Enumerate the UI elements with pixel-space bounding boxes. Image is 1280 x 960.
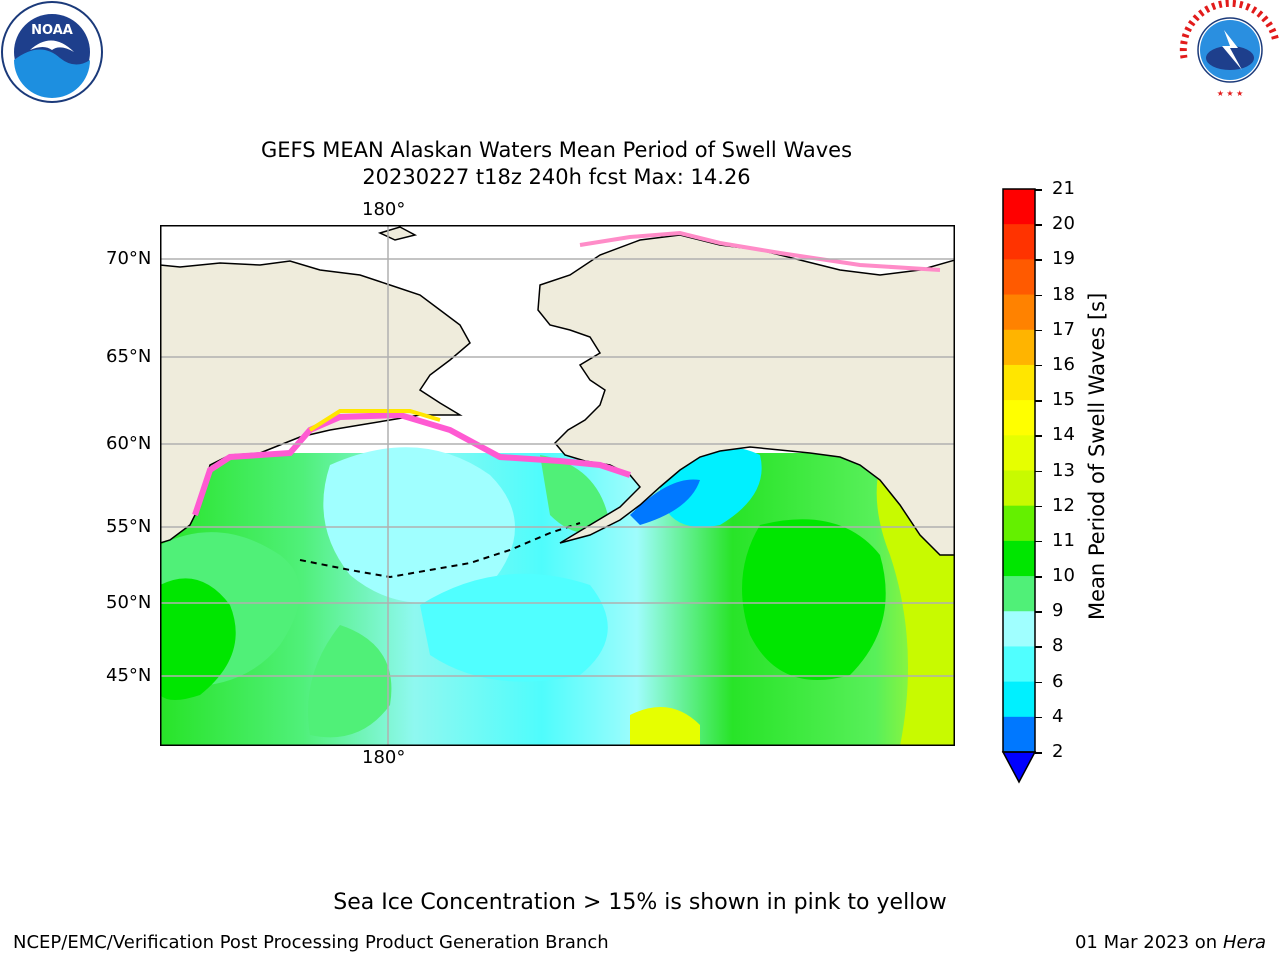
lat-label: 55°N [106, 516, 152, 537]
colorbar-block [1003, 540, 1035, 577]
lon-label-bottom: 180° [362, 747, 406, 768]
credit-machine: Hera [1222, 932, 1266, 953]
colorbar-tick-label: 19 [1052, 248, 1075, 270]
aleutian-islands [299, 522, 581, 579]
swell-field [630, 707, 700, 746]
noaa-logo-text: NOAA [31, 23, 73, 38]
colorbar-block [1003, 646, 1035, 683]
colorbar-tick-mark [1035, 364, 1042, 367]
colorbar-tick-label: 14 [1052, 424, 1075, 446]
colorbar-tick-mark [1035, 470, 1042, 472]
colorbar-tick-label: 20 [1052, 213, 1075, 235]
lat-label: 45°N [106, 665, 152, 686]
colorbar-tick-label: 21 [1052, 178, 1075, 199]
sea-ice-band [308, 409, 441, 432]
swell-field [630, 479, 700, 525]
colorbar-tick-mark [1035, 259, 1042, 261]
colorbar-tick-mark [1035, 611, 1042, 613]
colorbar-tick-mark [1035, 505, 1042, 508]
lon-label-top: 180° [362, 199, 406, 220]
colorbar-block [1003, 435, 1035, 471]
colorbar-tick-label: 17 [1052, 318, 1075, 340]
colorbar-tick-mark [1035, 224, 1042, 226]
svg-text:★ ★ ★: ★ ★ ★ [1217, 89, 1244, 98]
colorbar-tick-mark [1035, 681, 1042, 684]
colorbar-tick-mark [1035, 400, 1042, 402]
map-panel [160, 225, 955, 746]
nws-logo: ★ ★ ★ [1179, 0, 1280, 98]
swell-field [308, 625, 392, 738]
colorbar-tick-mark [1035, 435, 1042, 437]
colorbar-block [1003, 470, 1035, 507]
credit-branch: NCEP/EMC/Verification Post Processing Pr… [13, 932, 609, 953]
colorbar-extend-arrow [1001, 751, 1037, 784]
swell-field [160, 578, 236, 700]
swell-field [420, 573, 608, 682]
colorbar-tick-label: 16 [1052, 353, 1075, 375]
colorbar-block [1003, 681, 1035, 718]
colorbar-block [1003, 576, 1035, 612]
credit-date: 01 Mar 2023 on Hera [1075, 932, 1266, 953]
colorbar-tick-label: 18 [1052, 283, 1075, 305]
credit-date-text: 01 Mar 2023 on [1074, 932, 1218, 953]
colorbar-block [1003, 364, 1035, 401]
colorbar-tick-mark [1035, 329, 1042, 332]
sea-ice-note: Sea Ice Concentration > 15% is shown in … [333, 890, 947, 915]
sea-ice-band [192, 411, 631, 516]
colorbar-tick-label: 2 [1052, 741, 1064, 762]
colorbar-tick-mark [1035, 576, 1042, 578]
colorbar-block [1003, 189, 1035, 225]
colorbar-block [1003, 611, 1035, 647]
swell-field [540, 455, 610, 533]
colorbar-tick-label: 10 [1052, 565, 1075, 587]
colorbar-block [1003, 716, 1035, 753]
colorbar-block [1003, 259, 1035, 296]
colorbar-tick-label: 6 [1052, 670, 1064, 692]
colorbar-title: Mean Period of Swell Waves [s] [1085, 292, 1109, 620]
swell-field [742, 519, 886, 680]
colorbar-block [1003, 294, 1035, 331]
land-mass [537, 234, 955, 556]
colorbar-tick-label: 11 [1052, 529, 1075, 551]
chart-subtitle: 20230227 t18z 240h fcst Max: 14.26 [362, 165, 751, 189]
colorbar-tick-label: 15 [1052, 389, 1075, 411]
colorbar-block [1003, 505, 1035, 542]
colorbar-tick-mark [1035, 716, 1042, 719]
colorbar-block [1003, 400, 1035, 436]
lat-label: 65°N [106, 346, 152, 367]
sea-ice-band [579, 230, 941, 272]
noaa-logo: NOAA [1, 1, 103, 103]
chart-title: GEFS MEAN Alaskan Waters Mean Period of … [260, 138, 853, 162]
colorbar-tick-mark [1035, 294, 1042, 297]
lat-label: 70°N [106, 248, 152, 269]
colorbar-tick-label: 8 [1052, 635, 1064, 657]
graticule [160, 225, 955, 746]
colorbar-tick-mark [1035, 752, 1042, 754]
colorbar-block [1003, 329, 1035, 366]
colorbar-tick-label: 9 [1052, 600, 1064, 622]
colorbar [1001, 188, 1037, 784]
colorbar-tick-label: 4 [1052, 705, 1064, 727]
lat-label: 50°N [106, 592, 152, 613]
colorbar-tick-label: 12 [1052, 494, 1075, 516]
colorbar-block [1003, 224, 1035, 260]
colorbar-tick-label: 13 [1052, 459, 1075, 481]
colorbar-tick-mark [1035, 540, 1042, 543]
colorbar-tick-mark [1035, 189, 1042, 191]
colorbar-tick-mark [1035, 646, 1042, 648]
lat-label: 60°N [106, 433, 152, 454]
